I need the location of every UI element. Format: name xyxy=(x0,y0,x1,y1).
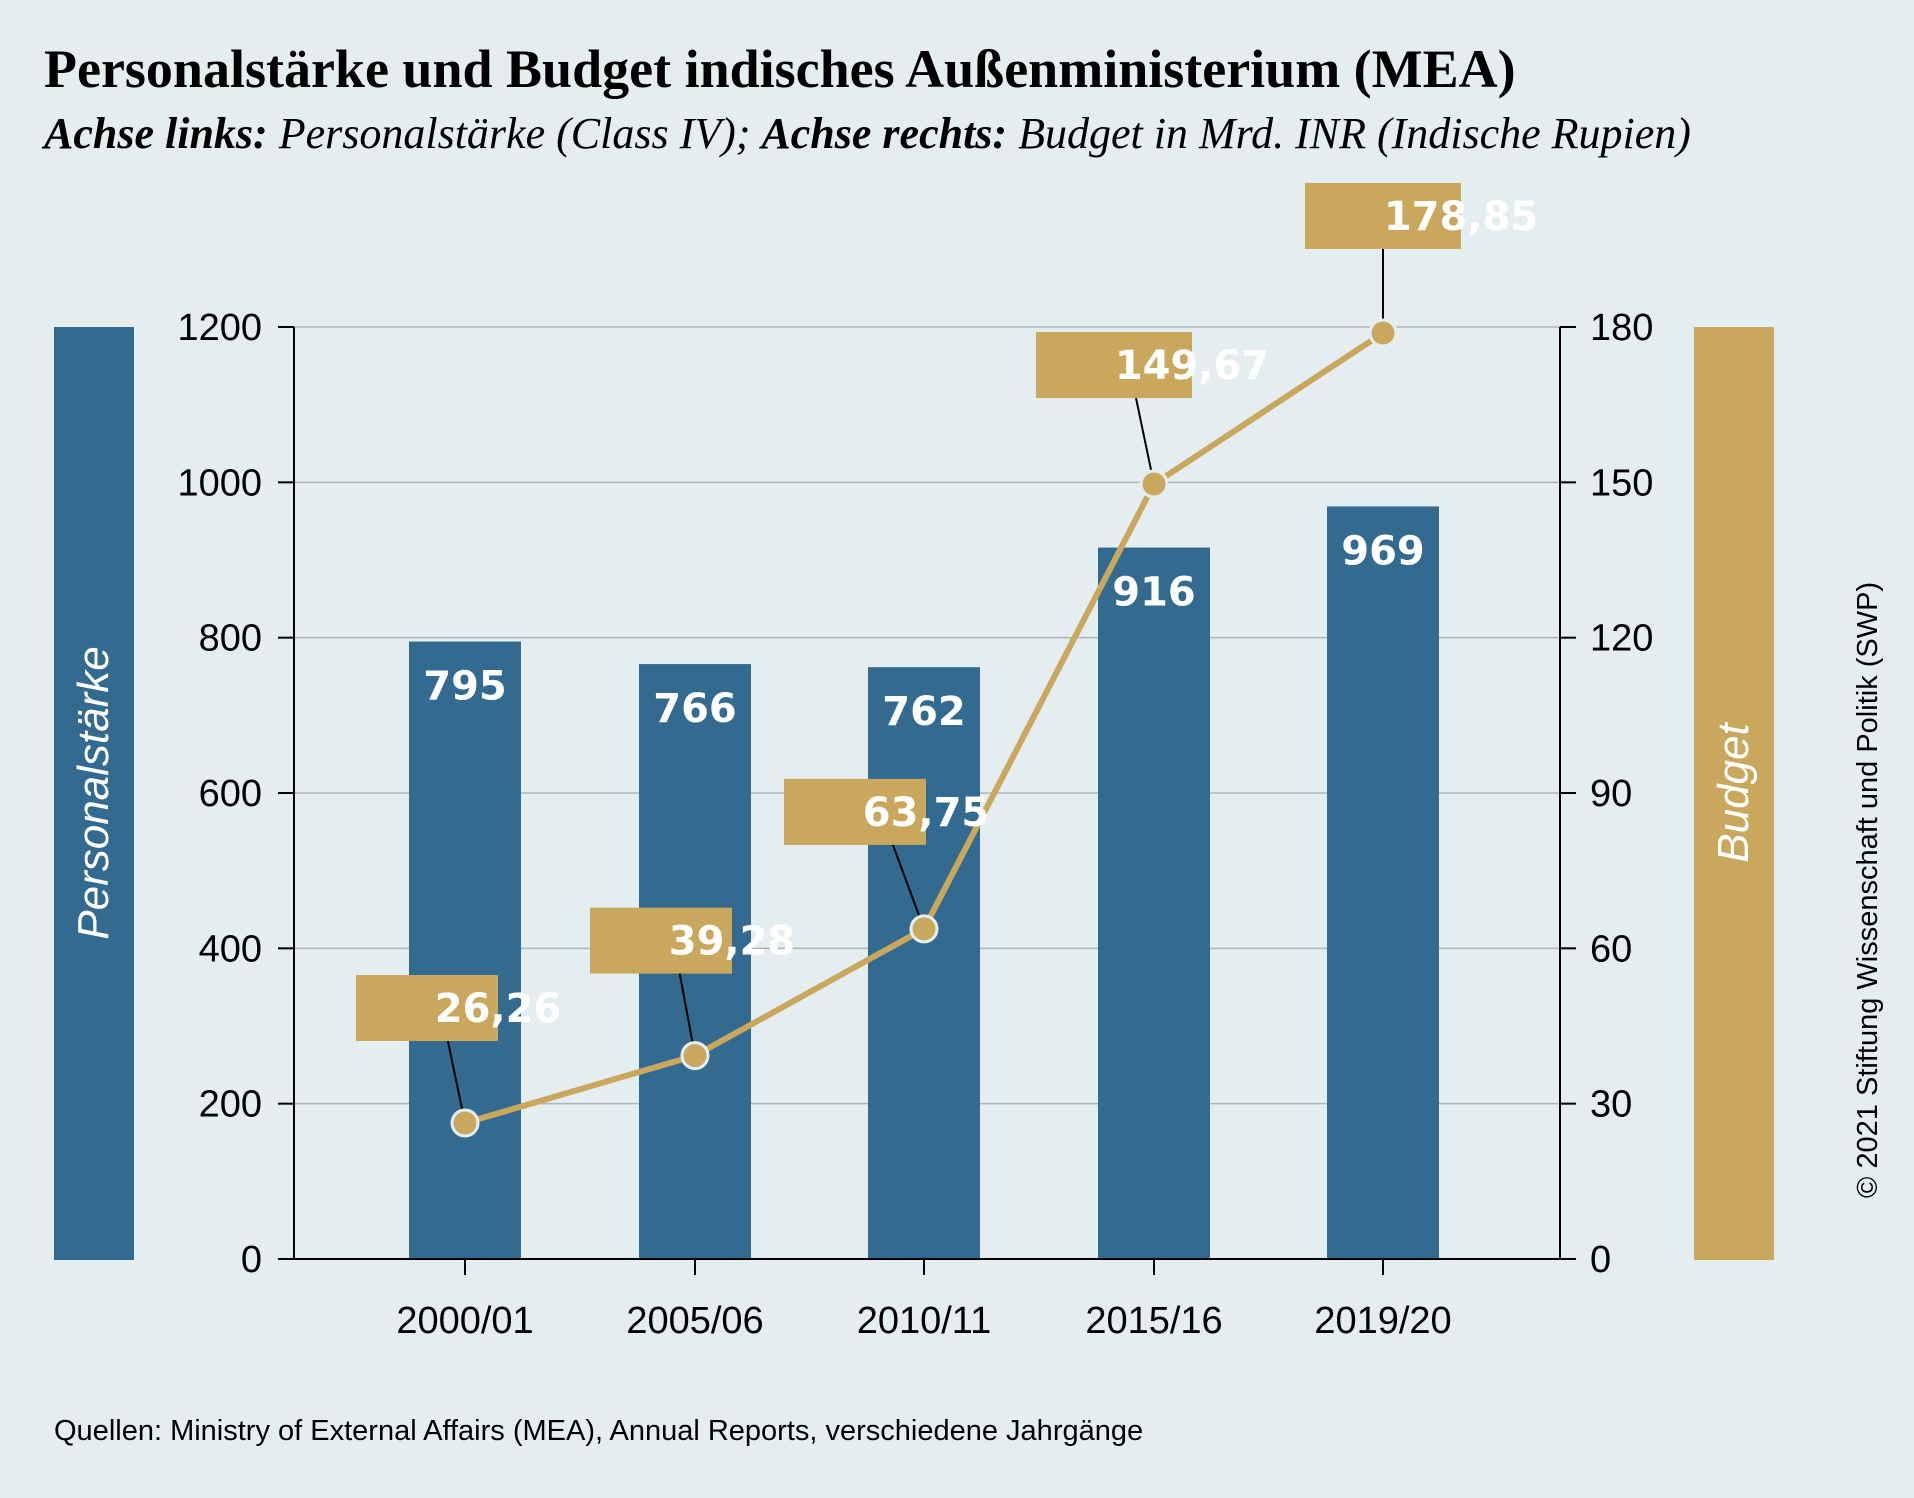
left-tick-label: 600 xyxy=(199,773,262,815)
x-tick-label: 2015/16 xyxy=(1085,1300,1222,1342)
right-tick-label: 60 xyxy=(1590,928,1632,970)
budget-value-label: 63,75 xyxy=(863,790,990,836)
copyright-note: © 2021 Stiftung Wissenschaft und Politik… xyxy=(1852,581,1884,1198)
bar-value-label: 762 xyxy=(882,689,966,735)
budget-point xyxy=(680,1041,710,1071)
right-tick-label: 90 xyxy=(1590,773,1632,815)
bar xyxy=(1098,547,1210,1259)
right-tick-label: 180 xyxy=(1590,307,1653,349)
left-axis-band xyxy=(54,327,134,1260)
x-tick-label: 2010/11 xyxy=(857,1300,992,1342)
budget-value-label: 178,85 xyxy=(1384,194,1538,240)
left-tick-label: 400 xyxy=(199,928,262,970)
bar-value-label: 766 xyxy=(653,686,737,732)
right-tick-label: 30 xyxy=(1590,1084,1632,1126)
x-tick-label: 2005/06 xyxy=(626,1300,763,1342)
left-tick-label: 1000 xyxy=(177,462,262,504)
left-tick-label: 200 xyxy=(199,1084,262,1126)
x-tick-label: 2000/01 xyxy=(396,1300,533,1342)
bar xyxy=(1327,506,1439,1259)
leader-line xyxy=(1135,397,1155,485)
chart-subtitle: Achse links: Personalstärke (Class IV); … xyxy=(44,108,1691,159)
bar-value-label: 916 xyxy=(1112,570,1196,616)
budget-label-box xyxy=(590,907,732,974)
bar-value-label: 969 xyxy=(1341,528,1425,574)
budget-value-label: 149,67 xyxy=(1115,343,1269,389)
budget-point xyxy=(1139,469,1169,499)
right-axis-band xyxy=(1694,327,1774,1260)
bar xyxy=(409,641,521,1259)
leader-line xyxy=(892,844,925,930)
right-tick-label: 150 xyxy=(1590,462,1653,504)
subtitle-right-axis-text: Budget in Mrd. INR (Indische Rupien) xyxy=(1007,109,1691,158)
right-tick-label: 120 xyxy=(1590,618,1653,660)
left-tick-label: 1200 xyxy=(177,307,262,349)
budget-value-label: 26,26 xyxy=(435,986,562,1032)
chart-title: Personalstärke und Budget indisches Auße… xyxy=(44,39,1516,99)
budget-value-label: 39,28 xyxy=(669,919,796,965)
subtitle-left-axis-label: Achse links: xyxy=(44,109,268,158)
source-note: Quellen: Ministry of External Affairs (M… xyxy=(54,1415,1144,1447)
budget-point xyxy=(450,1108,480,1138)
budget-label-box xyxy=(356,975,498,1042)
x-tick-label: 2019/20 xyxy=(1314,1300,1451,1342)
subtitle-right-axis-label: Achse rechts: xyxy=(761,109,1008,158)
budget-label-box xyxy=(1036,332,1192,399)
subtitle-left-axis-text: Personalstärke (Class IV); xyxy=(267,109,762,158)
right-tick-label: 0 xyxy=(1590,1239,1611,1281)
budget-point xyxy=(909,914,939,944)
left-axis-title: Personalstärke xyxy=(69,646,118,939)
bar-value-label: 795 xyxy=(423,664,507,710)
budget-label-box xyxy=(1305,182,1461,249)
budget-point xyxy=(1368,318,1398,348)
budget-label-box xyxy=(784,778,926,845)
left-tick-label: 800 xyxy=(199,618,262,660)
left-tick-label: 0 xyxy=(241,1239,262,1281)
right-axis-title: Budget xyxy=(1709,722,1758,863)
bar xyxy=(868,667,980,1259)
